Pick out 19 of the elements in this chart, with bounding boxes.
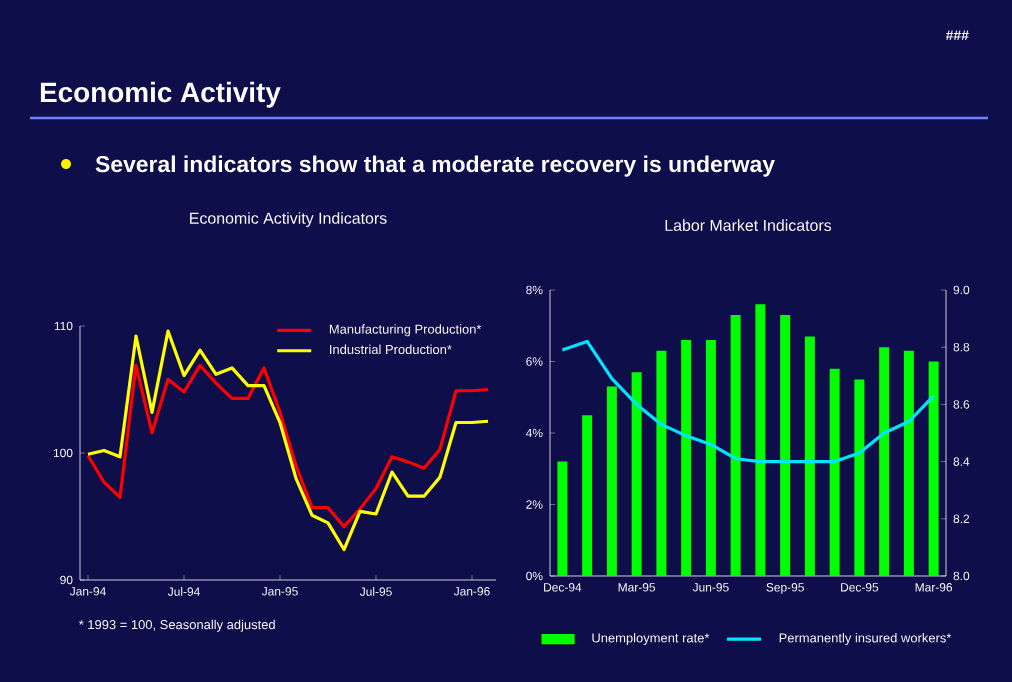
- text: Economic Activity: [40, 81, 281, 108]
- bar: [854, 379, 865, 576]
- bar: [631, 372, 642, 576]
- bar: [681, 340, 692, 576]
- bar: [829, 368, 840, 576]
- bar: [606, 386, 617, 576]
- bar: [755, 304, 766, 576]
- bar: [879, 347, 890, 576]
- text: Several indicators show that a moderate recovery is underway: [95, 155, 775, 177]
- bar: [730, 315, 741, 576]
- bar: [705, 340, 716, 576]
- bar: [557, 461, 568, 576]
- bar: [903, 350, 914, 576]
- bar: [780, 315, 791, 576]
- bar: [928, 361, 939, 576]
- bar: [804, 336, 815, 576]
- bar: [582, 415, 593, 576]
- bar: [656, 350, 667, 576]
- line-series: [86, 363, 490, 529]
